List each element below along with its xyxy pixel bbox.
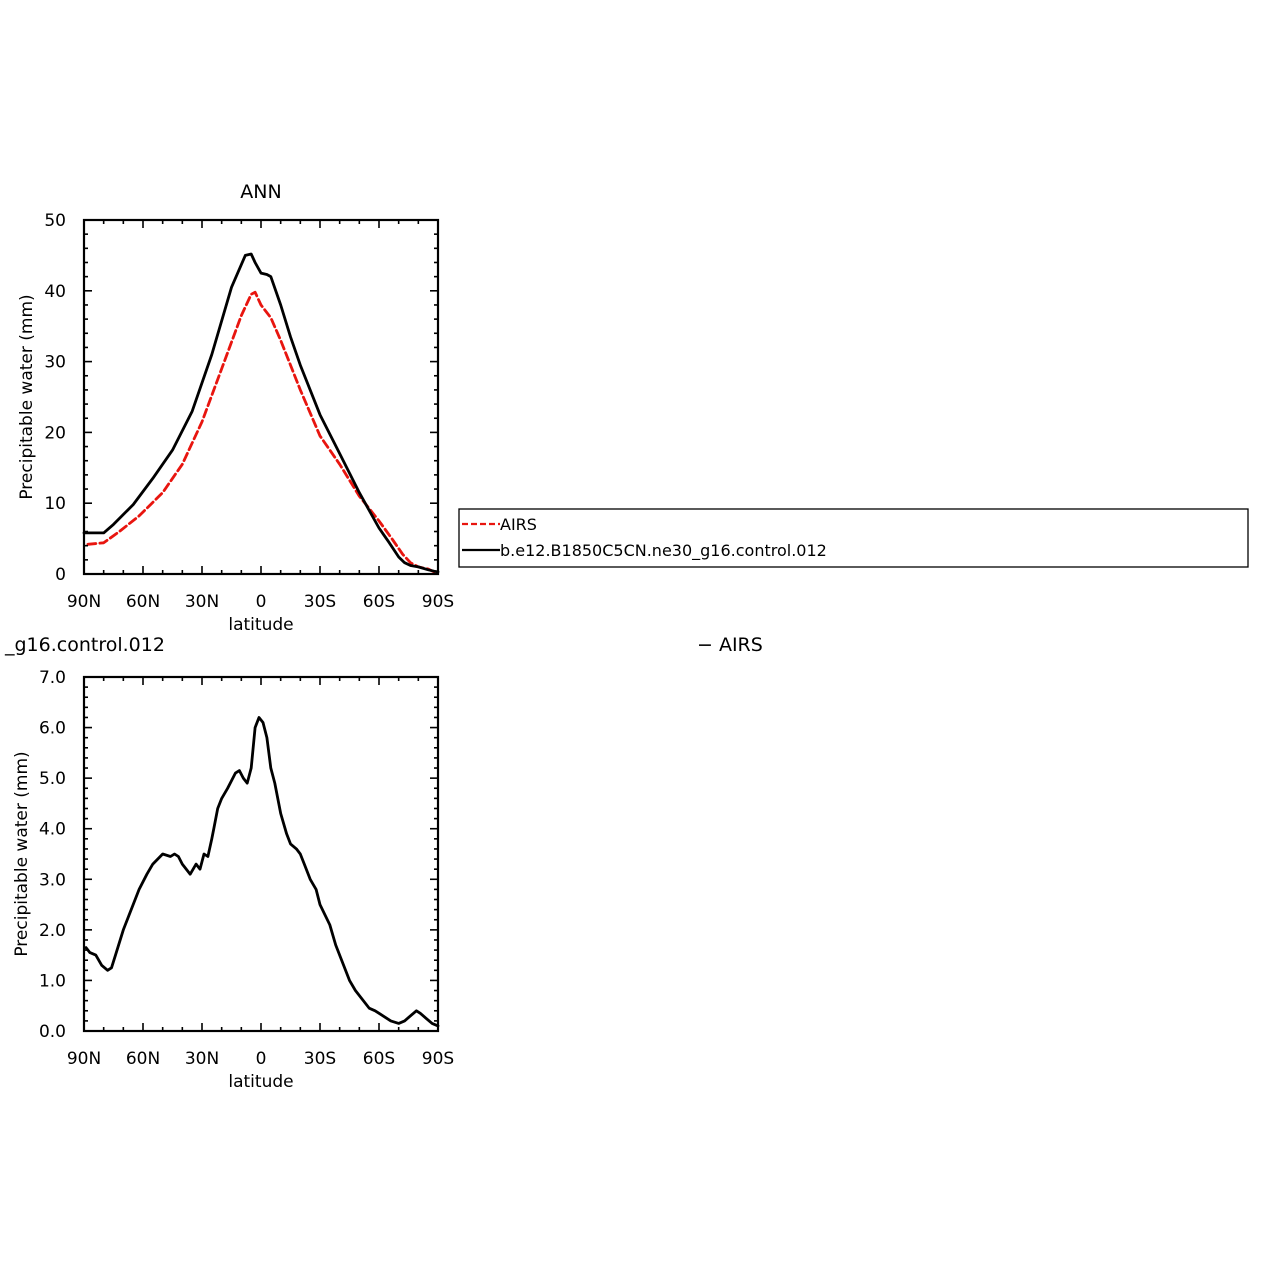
y-tick-label: 20 <box>44 423 66 443</box>
y-tick-label: 30 <box>44 353 66 373</box>
x-tick-label: 30N <box>185 1049 219 1069</box>
x-tick-label: 30N <box>185 592 219 612</box>
panel-annual-mean: ANN 90N 60N 30N 0 30S 60S 90S 0 10 20 30 40 50 latit… <box>17 181 454 635</box>
y-tick-label: 0 <box>55 565 66 585</box>
x-tick-label: 60N <box>126 1049 160 1069</box>
x-tick-label: 30S <box>304 1049 336 1069</box>
legend-box <box>458 508 1249 568</box>
x-tick-label: 90N <box>67 592 101 612</box>
x-tick-label: 60S <box>363 592 395 612</box>
y-axis-label: Precipitable water (mm) <box>12 751 32 956</box>
x-tick-label: 30S <box>304 592 336 612</box>
y-tick-label: 5.0 <box>39 769 66 789</box>
legend-label-airs: AIRS <box>500 515 537 534</box>
y-tick-label: 50 <box>44 211 66 231</box>
panel-title: ANN <box>240 181 281 203</box>
series-line-airs <box>86 290 436 574</box>
x-tick-label: 90N <box>67 1049 101 1069</box>
x-tick-label: 60S <box>363 1049 395 1069</box>
diff-title-right: − AIRS <box>697 634 763 656</box>
legend: AIRS b.e12.B1850C5CN.ne30_g16.control.01… <box>458 508 1249 568</box>
x-tick-label: 60N <box>126 592 160 612</box>
x-tick-label: 90S <box>422 592 454 612</box>
y-tick-label: 40 <box>44 282 66 302</box>
y-tick-label: 3.0 <box>39 870 66 890</box>
legend-label-model: b.e12.B1850C5CN.ne30_g16.control.012 <box>500 541 827 561</box>
y-tick-label: 7.0 <box>39 668 66 688</box>
series-line-series-0 <box>84 716 440 1028</box>
y-tick-label: 6.0 <box>39 719 66 739</box>
y-tick-label: 4.0 <box>39 820 66 840</box>
x-axis-label: latitude <box>228 615 293 635</box>
y-tick-label: 0.0 <box>39 1022 66 1042</box>
y-tick-label: 2.0 <box>39 921 66 941</box>
plot-frame <box>82 675 440 1033</box>
y-tick-label: 1.0 <box>39 971 66 991</box>
x-tick-label: 0 <box>256 592 267 612</box>
x-tick-label: 90S <box>422 1049 454 1069</box>
diff-title-left: _g16.control.012 <box>4 634 165 656</box>
x-axis-label: latitude <box>228 1072 293 1092</box>
x-tick-label: 0 <box>256 1049 267 1069</box>
y-axis-label: Precipitable water (mm) <box>17 294 37 499</box>
panel-difference: 90N 60N 30N 0 30S 60S 90S 0.0 1.0 2.0 3.0 4.0 5.0 6.0… <box>12 668 454 1092</box>
y-tick-label: 10 <box>44 494 66 514</box>
series-line-b-e12-b1850c5cn-ne30-g16-control-012 <box>82 252 440 574</box>
